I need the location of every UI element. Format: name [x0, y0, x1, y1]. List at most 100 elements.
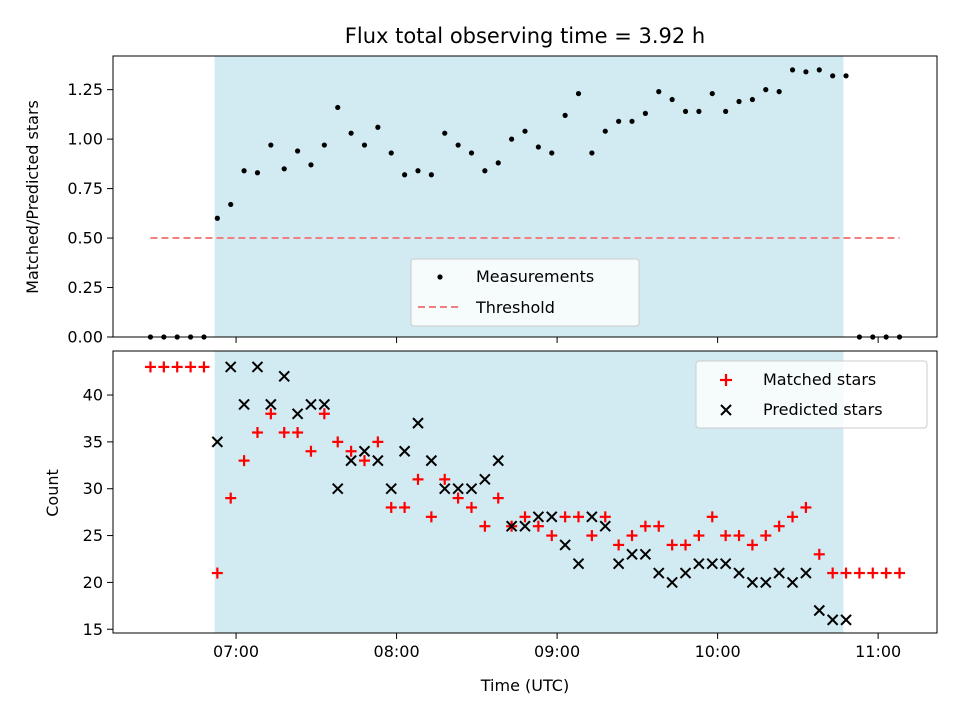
matched-stars-point — [278, 427, 290, 439]
measurement-point — [495, 160, 501, 166]
measurement-point — [682, 108, 689, 115]
measurement-point — [294, 148, 301, 154]
predicted-stars-point — [679, 567, 692, 579]
predicted-stars-point — [559, 539, 571, 551]
measurement-point — [415, 168, 421, 174]
ratio-y-axis-label: Matched/Predicted stars — [23, 100, 42, 294]
predicted-stars-point — [826, 614, 839, 626]
predicted-stars-point — [332, 483, 344, 495]
matched-stars-point — [171, 361, 183, 373]
measurement-point — [268, 142, 274, 148]
measurement-point — [616, 118, 622, 124]
measurement-point — [388, 150, 394, 156]
predicted-stars-point — [746, 576, 759, 589]
matched-stars-point — [867, 567, 879, 579]
measurement-point — [602, 128, 608, 134]
measurement-point — [442, 130, 448, 136]
measurement-point — [522, 128, 528, 134]
legend-measurements-marker — [437, 274, 443, 280]
legend-matched-label: Matched stars — [763, 370, 876, 389]
predicted-stars-point — [612, 557, 625, 570]
matched-stars-point — [332, 436, 344, 448]
legend-measurements-label: Measurements — [476, 267, 594, 286]
measurement-point — [214, 215, 220, 221]
matched-stars-point — [519, 511, 531, 523]
x-axis-label: Time (UTC) — [480, 676, 569, 695]
measurement-point — [696, 108, 702, 115]
predicted-stars-point — [278, 370, 290, 383]
ratio-y-tick-label: 1.00 — [67, 130, 103, 149]
ratio-legend: Measurements Threshold — [410, 258, 640, 327]
ratio-legend-box — [410, 258, 640, 327]
ratio-plot-frame — [112, 55, 938, 338]
matched-stars-point — [238, 455, 250, 467]
count-y-tick-label: 30 — [83, 479, 103, 498]
predicted-stars-point — [492, 454, 504, 467]
matched-stars-point — [693, 530, 705, 542]
predicted-stars-point — [225, 361, 237, 373]
matched-stars-point — [680, 539, 692, 551]
matched-stars-point — [425, 511, 437, 523]
ratio-y-tick-label: 0.25 — [67, 278, 103, 297]
ratio-y-tick-label: 0.00 — [67, 328, 103, 347]
matched-stars-point — [305, 445, 317, 457]
predicted-stars-point — [265, 398, 277, 411]
matched-stars-point — [853, 567, 865, 579]
measurement-point — [562, 112, 568, 118]
measurement-point — [629, 118, 635, 124]
matched-stars-point — [800, 501, 812, 513]
measurement-point — [428, 172, 434, 178]
ratio-panel: Flux total observing time = 3.92 h Match… — [23, 24, 938, 347]
matched-stars-point — [345, 445, 357, 457]
predicted-stars-point — [398, 445, 411, 457]
matched-stars-point — [372, 436, 384, 448]
matched-stars-point — [385, 501, 397, 513]
predicted-stars-point — [760, 576, 772, 589]
predicted-stars-point — [479, 473, 491, 486]
matched-stars-point — [144, 361, 156, 373]
matched-stars-point — [653, 520, 665, 532]
measurement-point — [549, 150, 555, 156]
count-y-tick-label: 20 — [83, 573, 103, 592]
x-tick-label: 07:00 — [213, 642, 259, 661]
legend-predicted-label: Predicted stars — [763, 400, 883, 419]
matched-stars-point — [720, 530, 732, 542]
matched-stars-point — [827, 567, 839, 579]
matched-stars-point — [211, 567, 223, 579]
measurement-point — [468, 150, 475, 156]
matched-stars-point — [559, 511, 571, 523]
measurement-point — [789, 67, 796, 73]
measurement-point — [656, 89, 662, 95]
predicted-stars-point — [452, 483, 464, 495]
matched-stars-point — [626, 530, 638, 542]
measurement-point — [816, 67, 822, 73]
predicted-stars-point — [505, 520, 518, 532]
predicted-stars-point — [653, 567, 665, 579]
measurement-point — [241, 168, 247, 174]
x-tick-label: 09:00 — [534, 642, 580, 661]
x-tick-label: 11:00 — [855, 642, 901, 661]
predicted-stars-point — [372, 454, 384, 467]
measurement-point — [308, 162, 314, 168]
matched-stars-point — [573, 511, 585, 523]
measurement-point — [736, 98, 742, 105]
matched-stars-point — [532, 520, 544, 532]
count-legend: Matched stars Predicted stars — [695, 360, 928, 429]
predicted-stars-point — [519, 520, 531, 532]
matched-stars-point — [760, 530, 772, 542]
predicted-stars-point — [425, 454, 438, 467]
measurement-point — [482, 168, 488, 174]
legend-predicted-marker — [720, 404, 732, 416]
matched-stars-point — [479, 520, 491, 532]
legend-threshold-label: Threshold — [475, 298, 555, 317]
matched-stars-point — [318, 408, 330, 420]
matched-stars-point — [158, 361, 170, 373]
predicted-stars-point — [639, 548, 652, 561]
measurement-point — [535, 144, 541, 150]
matched-stars-point — [599, 511, 611, 523]
measurement-point — [361, 142, 368, 148]
measurement-point — [843, 73, 849, 79]
measurement-point — [375, 124, 381, 130]
predicted-stars-point — [706, 557, 718, 570]
